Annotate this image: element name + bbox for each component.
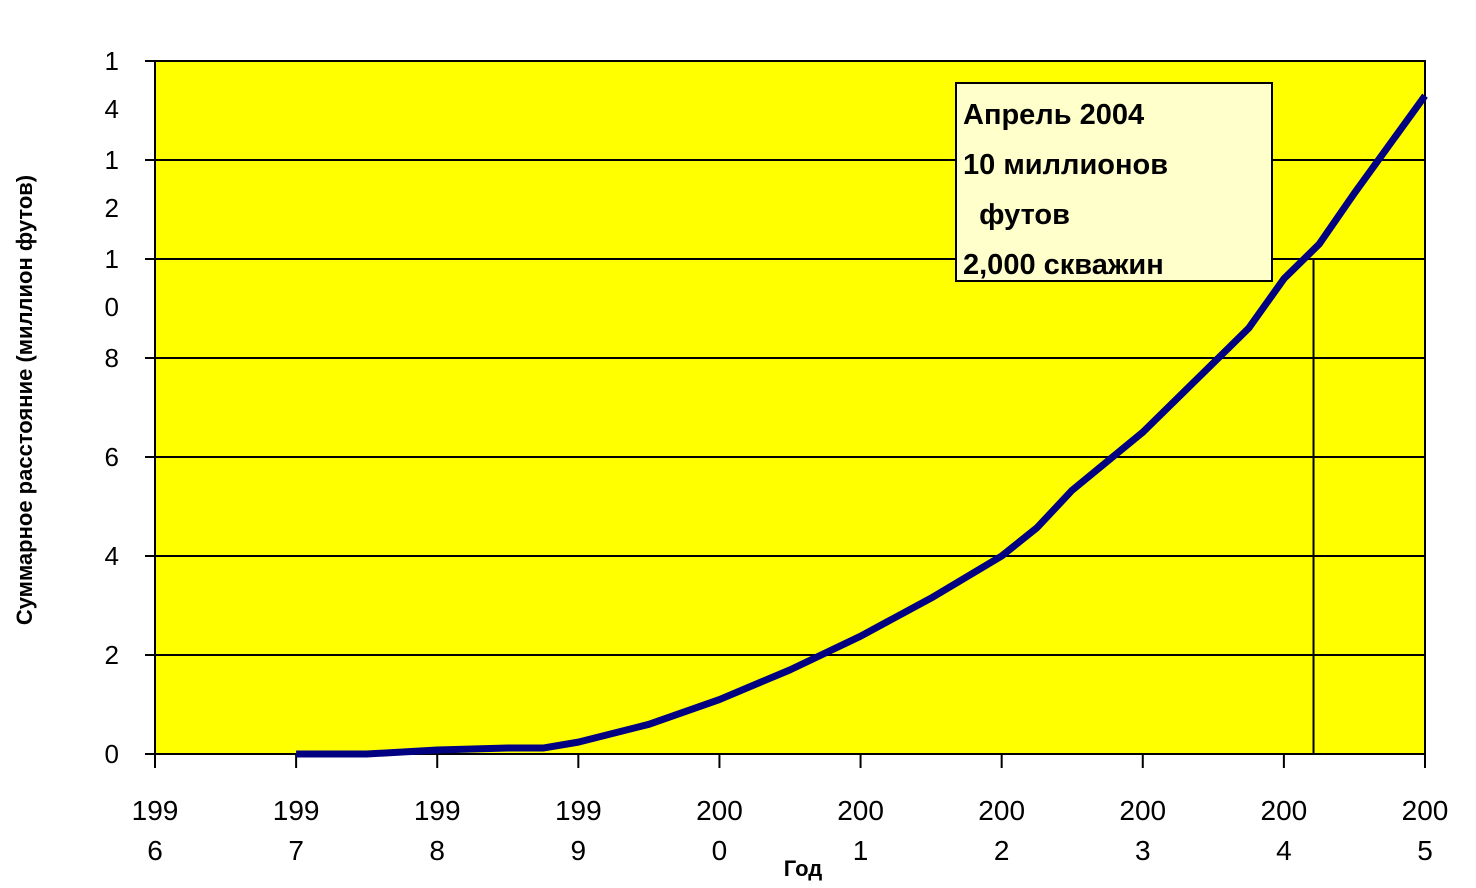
x-tick-label: 2002	[978, 795, 1026, 866]
data-line	[296, 93, 1428, 758]
x-tick-label: 2001	[837, 795, 884, 866]
x-tick-label: 1996	[131, 795, 179, 866]
plot-border	[154, 60, 1426, 755]
y-tick-label: 8	[104, 343, 119, 373]
y-tick-label: 0	[104, 739, 119, 769]
y-tick-label: 4	[104, 541, 119, 571]
annotation-text: 2,000 скважин	[963, 249, 1164, 281]
y-tick-label: 6	[104, 442, 119, 472]
x-tick-label: 1999	[554, 795, 602, 866]
x-tick-label: 1997	[272, 795, 320, 866]
y-axis-label: Суммарное расстояние (миллион футов)	[12, 174, 37, 626]
x-tick-label: 2000	[696, 795, 743, 866]
y-tick-label: 12	[104, 145, 119, 223]
x-tick-label: 1998	[413, 795, 461, 866]
annotation-text: футов	[963, 199, 1070, 231]
x-axis-label: Год	[783, 856, 823, 881]
annotation-text: Апрель 2004	[963, 99, 1145, 131]
x-tick-label: 2004	[1260, 795, 1308, 866]
x-tick-label: 2003	[1119, 795, 1167, 866]
y-tick-label: 2	[104, 640, 119, 670]
annotation-text: 10 миллионов	[963, 149, 1169, 181]
y-tick-label: 10	[104, 244, 119, 322]
y-tick-label: 14	[104, 46, 119, 124]
annotation-box: Апрель 2004 10 миллионов футов 2,000 скваж…	[955, 82, 1273, 282]
x-tick-label: 2005	[1401, 795, 1449, 866]
